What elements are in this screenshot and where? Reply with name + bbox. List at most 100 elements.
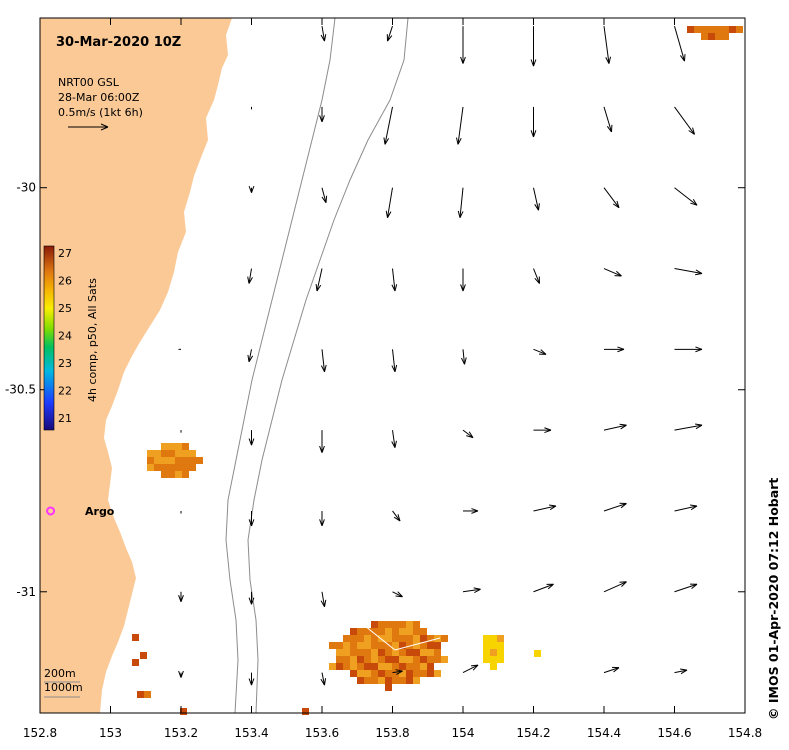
sst-pixel (413, 628, 420, 635)
sst-pixel (420, 649, 427, 656)
sst-pixel (392, 621, 399, 628)
sst-pixel (350, 635, 357, 642)
sst-pixel (350, 670, 357, 677)
sst-pixel (189, 450, 196, 457)
contour-200m (225, 17, 336, 714)
sst-pixel (392, 663, 399, 670)
sst-pixel (490, 656, 497, 663)
current-vector (603, 502, 627, 512)
current-vector (392, 510, 401, 522)
colorbar-tick-label: 27 (58, 247, 72, 260)
current-vector (674, 268, 703, 276)
sst-pixel (392, 628, 399, 635)
sst-pixel (427, 670, 434, 677)
current-vector (320, 672, 327, 686)
sst-pixel (175, 471, 182, 478)
sst-pixel (336, 663, 343, 670)
current-vector (462, 664, 479, 674)
sst-pixel (378, 656, 385, 663)
sst-pixel (392, 677, 399, 684)
legend-line-2: 28-Mar 06:00Z (58, 91, 140, 104)
sst-pixel (497, 642, 504, 649)
sst-pixel (364, 656, 371, 663)
sst-pixel (336, 642, 343, 649)
sst-pixel (378, 663, 385, 670)
sst-pixel (371, 663, 378, 670)
sst-pixel (364, 663, 371, 670)
sst-pixel (357, 628, 364, 635)
current-vector (315, 268, 323, 292)
sst-pixel (434, 670, 441, 677)
sst-pixel (413, 677, 420, 684)
sst-pixel (168, 471, 175, 478)
current-vector (391, 430, 397, 448)
current-vector (392, 669, 403, 675)
sst-pixel (350, 642, 357, 649)
x-tick-label: 154.4 (587, 726, 621, 740)
sst-pixel (490, 642, 497, 649)
sst-pixel (722, 33, 729, 40)
sst-pixel (371, 621, 378, 628)
sst-pixel (357, 656, 364, 663)
sst-pixel (350, 649, 357, 656)
sst-pixel (154, 450, 161, 457)
current-vector (674, 346, 703, 353)
sst-pixel (161, 443, 168, 450)
sst-pixel (364, 649, 371, 656)
x-tick-label: 153.8 (375, 726, 409, 740)
sst-pixel (378, 628, 385, 635)
sst-pixel (399, 670, 406, 677)
sst-pixel (399, 656, 406, 663)
sst-pixel (161, 450, 168, 457)
sst-pixel (406, 621, 413, 628)
x-tick-label: 153.4 (234, 726, 268, 740)
sst-pixel (168, 450, 175, 457)
sst-pixel (137, 691, 144, 698)
sst-pixel (364, 642, 371, 649)
sst-pixel (336, 649, 343, 656)
current-vector (603, 423, 627, 431)
sst-pixel (406, 628, 413, 635)
current-vector (385, 187, 393, 218)
sst-pixel (687, 26, 694, 33)
sst-pixel (378, 642, 385, 649)
current-vector (457, 187, 464, 218)
x-tick-label: 154.2 (516, 726, 550, 740)
sst-pixel (182, 464, 189, 471)
sst-pixel (132, 659, 139, 666)
sst-pixel (708, 26, 715, 33)
sst-pixel (180, 708, 187, 715)
current-vector (248, 510, 255, 527)
x-tick-label: 154.8 (728, 726, 762, 740)
current-vector (533, 504, 557, 512)
current-vector (391, 349, 398, 373)
sst-pixel (385, 642, 392, 649)
sst-pixel (161, 471, 168, 478)
colorbar-tick-label: 23 (58, 357, 72, 370)
sst-pixel (385, 621, 392, 628)
sst-pixel (385, 684, 392, 691)
current-vector (533, 583, 554, 593)
current-vector (320, 591, 327, 608)
sst-pixel (350, 663, 357, 670)
sst-pixel (736, 26, 743, 33)
sst-pixel (343, 642, 350, 649)
sst-pixel (371, 642, 378, 649)
sst-pixel (357, 642, 364, 649)
current-vector (674, 504, 698, 512)
sst-pixel (385, 649, 392, 656)
sst-pixel (161, 457, 168, 464)
current-vector (462, 429, 474, 439)
sst-pixel (329, 642, 336, 649)
sst-pixel (413, 649, 420, 656)
sst-pixel (399, 621, 406, 628)
sst-pixel (413, 621, 420, 628)
sst-pixel (364, 635, 371, 642)
sst-pixel (490, 663, 497, 670)
sst-pixel (694, 26, 701, 33)
current-vector (248, 672, 255, 686)
sst-pixel (413, 642, 420, 649)
sst-pixel (371, 670, 378, 677)
x-tick-label: 152.8 (23, 726, 57, 740)
sst-pixel (729, 26, 736, 33)
